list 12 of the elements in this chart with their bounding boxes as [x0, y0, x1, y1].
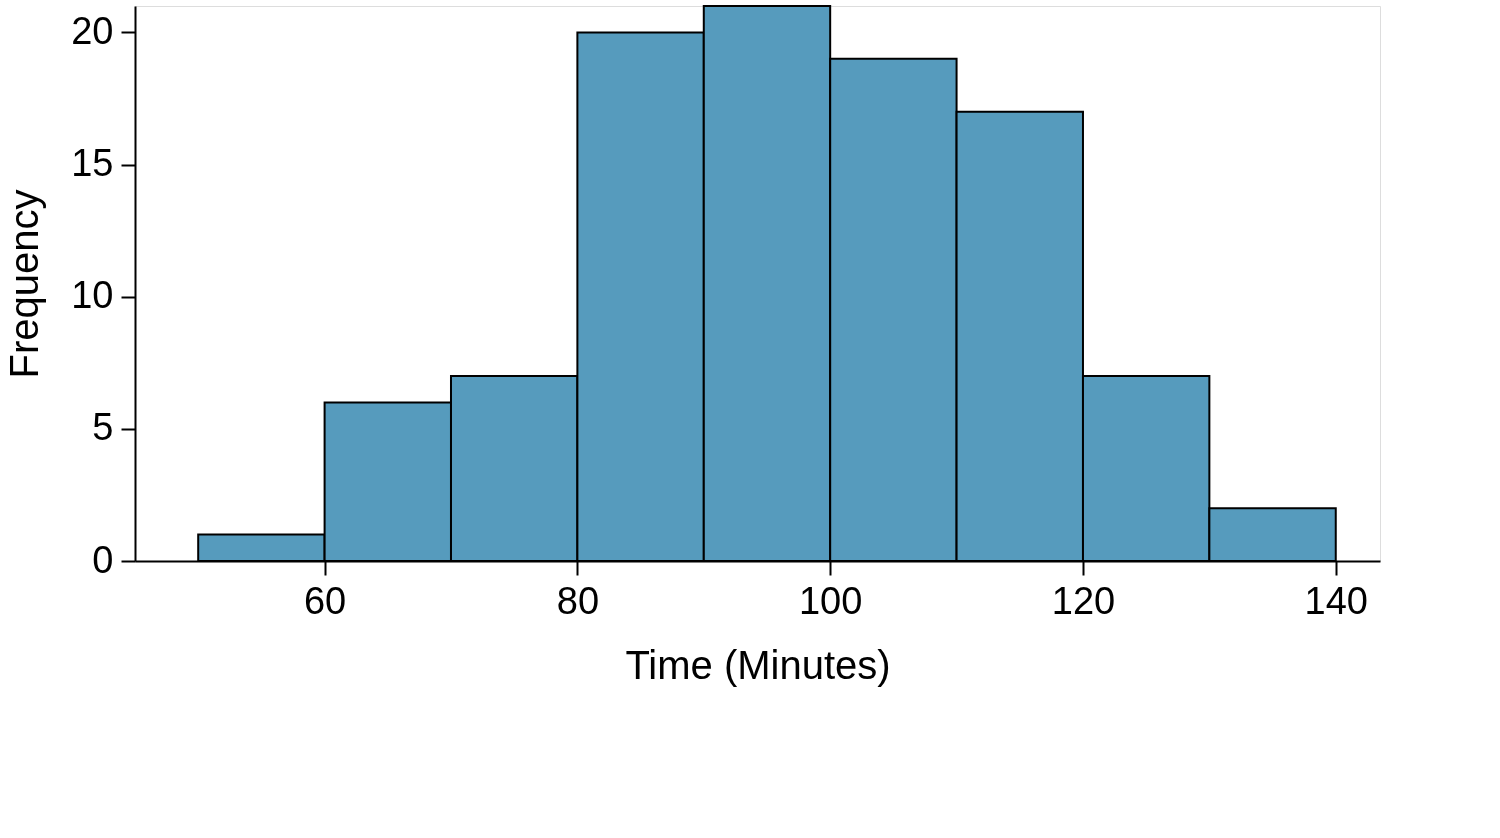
y-tick-label: 5 [92, 406, 114, 449]
x-tick-label: 100 [798, 579, 863, 622]
x-tick-label: 80 [556, 579, 600, 622]
x-axis-title: Time (Minutes) [625, 642, 891, 687]
y-tick-label: 10 [71, 274, 114, 317]
y-tick-label: 15 [71, 142, 114, 185]
y-tick-label: 20 [71, 9, 114, 52]
y-tick-label: 0 [92, 538, 114, 581]
x-tick-label: 60 [303, 579, 347, 622]
x-tick-label: 140 [1304, 579, 1368, 622]
y-axis-title: Frequency [2, 189, 47, 379]
x-tick-label: 120 [1051, 579, 1116, 622]
